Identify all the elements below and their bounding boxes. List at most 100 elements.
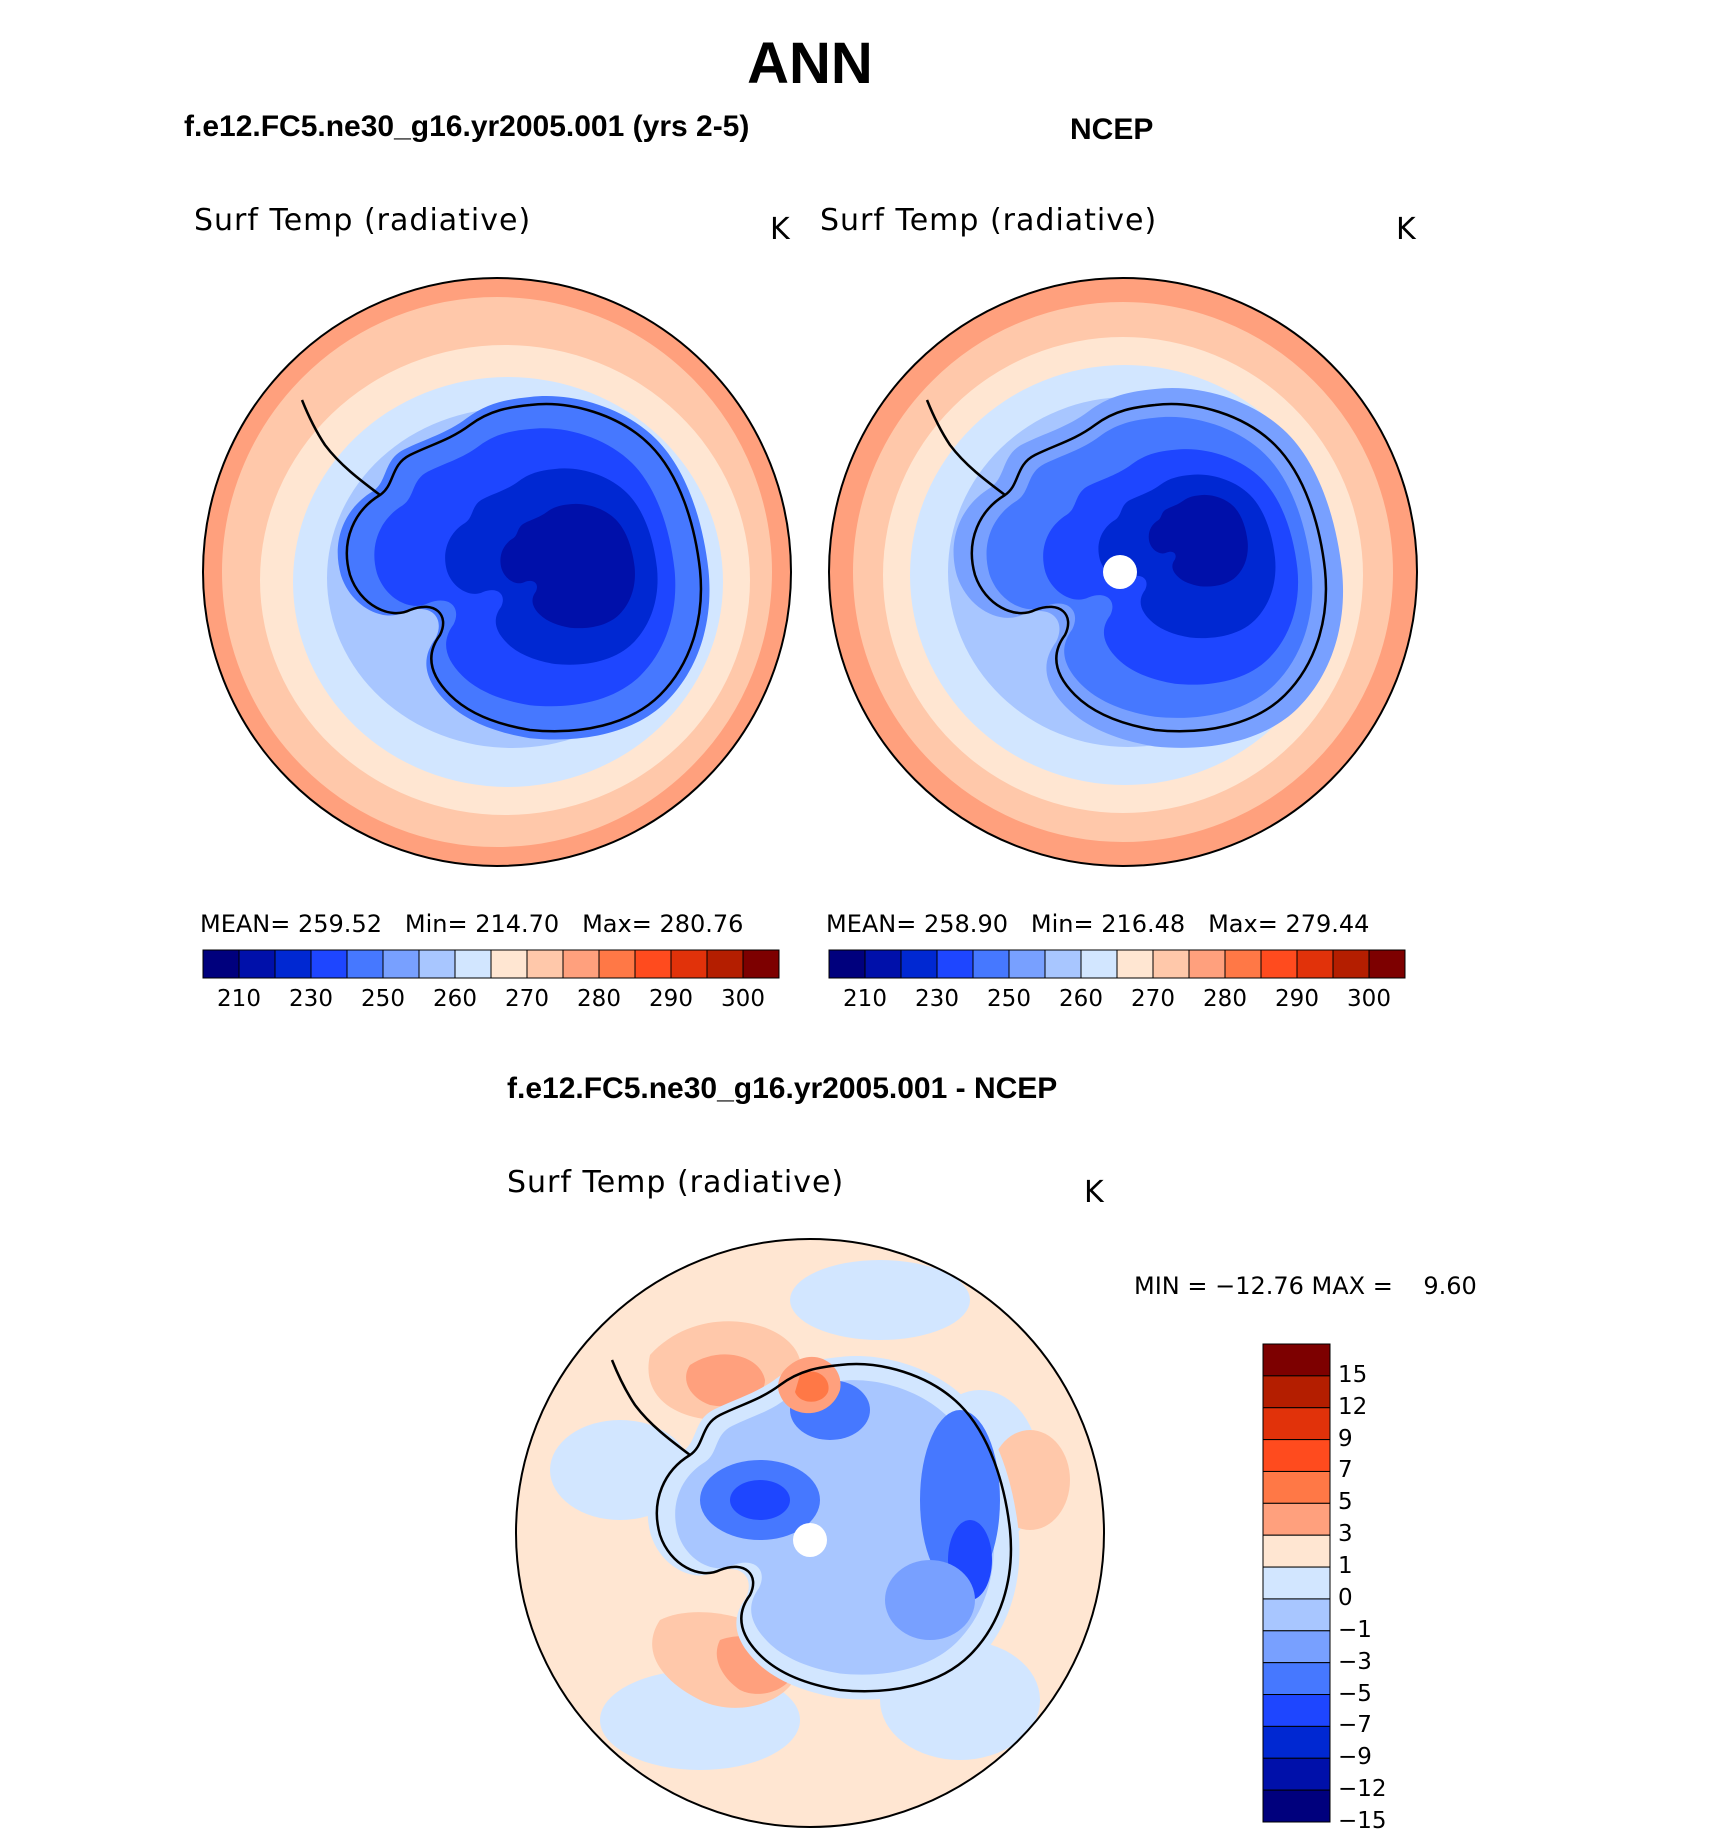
- diff-colorbar-tick-label: 3: [1338, 1521, 1353, 1548]
- diff-panel-header: f.e12.FC5.ne30_g16.yr2005.001 - NCEP: [507, 1072, 1058, 1105]
- obs-colorbar-swatch: [936, 949, 974, 979]
- diff-colorbar-swatch: [1262, 1439, 1331, 1472]
- obs-colorbar-swatch: [1152, 949, 1190, 979]
- model-colorbar-swatch: [562, 949, 600, 979]
- diff-colorbar-swatch: [1262, 1725, 1331, 1759]
- diff-stats: MIN = −12.76 MAX = 9.60: [1134, 1272, 1477, 1300]
- obs-colorbar-swatch: [1296, 949, 1334, 979]
- model-colorbar-tick-label: 260: [433, 986, 477, 1012]
- model-min-value: 214.70: [475, 910, 560, 938]
- diff-colorbar-tick-label: 15: [1338, 1361, 1368, 1388]
- diff-colorbar-swatch: [1262, 1694, 1331, 1727]
- diff-colorbar-swatch: [1262, 1502, 1331, 1536]
- model-map-border: [202, 277, 792, 867]
- obs-colorbar-tick-label: 290: [1275, 986, 1319, 1012]
- obs-colorbar-tick-label: 210: [843, 986, 887, 1012]
- obs-map-border: [828, 277, 1418, 867]
- model-mean-label: MEAN=: [200, 910, 291, 938]
- diff-map-border: [515, 1238, 1105, 1828]
- model-units-label: K: [770, 212, 791, 247]
- model-colorbar-swatch: [346, 949, 384, 979]
- diff-colorbar-tick-label: 7: [1338, 1457, 1353, 1484]
- obs-colorbar-tick-label: 230: [915, 986, 959, 1012]
- model-colorbar-tick-label: 300: [721, 986, 765, 1012]
- obs-min-label: Min=: [1030, 910, 1094, 938]
- obs-mean-value: 258.90: [924, 910, 1008, 938]
- diff-colorbar-tick-label: −12: [1338, 1776, 1387, 1803]
- diff-units-label: K: [1084, 1175, 1105, 1210]
- obs-colorbar-swatch: [972, 949, 1010, 979]
- obs-colorbar-swatch: [864, 949, 902, 979]
- obs-max-label: Max=: [1208, 910, 1278, 938]
- figure-title: ANN: [747, 31, 873, 96]
- model-colorbar-swatch: [526, 949, 564, 979]
- diff-colorbar-swatch: [1262, 1662, 1331, 1696]
- diff-colorbar-tick-label: 12: [1338, 1393, 1368, 1420]
- obs-colorbar-swatch: [1260, 949, 1298, 979]
- model-mean-value: 259.52: [298, 910, 382, 938]
- model-colorbar-swatch: [706, 949, 744, 979]
- model-colorbar-swatch: [634, 949, 672, 979]
- diff-colorbar-tick-label: −3: [1338, 1648, 1372, 1675]
- diff-colorbar-tick-label: −5: [1338, 1680, 1372, 1707]
- diff-colorbar-tick-label: −1: [1338, 1616, 1372, 1643]
- model-colorbar-tick-label: 290: [649, 986, 693, 1012]
- model-colorbar-swatch: [454, 949, 492, 979]
- diff-map: [516, 1239, 1104, 1827]
- diff-colorbar-swatch: [1262, 1470, 1331, 1504]
- model-colorbar: [202, 949, 780, 979]
- model-colorbar-swatch: [490, 949, 528, 979]
- obs-colorbar-tick-label: 260: [1059, 986, 1103, 1012]
- model-colorbar-swatch: [238, 949, 276, 979]
- obs-colorbar-swatch: [1008, 949, 1046, 979]
- obs-colorbar-tick-label: 270: [1131, 986, 1175, 1012]
- diff-colorbar-swatch: [1262, 1566, 1331, 1600]
- obs-colorbar-swatch: [900, 949, 938, 979]
- diff-colorbar-tick-label: 1: [1338, 1553, 1353, 1580]
- obs-colorbar: [828, 949, 1406, 979]
- diff-colorbar-swatch: [1262, 1757, 1331, 1791]
- obs-min-value: 216.48: [1101, 910, 1186, 938]
- obs-max-value: 279.44: [1285, 910, 1370, 938]
- diff-colorbar-swatch: [1262, 1375, 1331, 1409]
- obs-colorbar-tick-label: 280: [1203, 986, 1247, 1012]
- diff-variable-label: Surf Temp (radiative): [507, 1165, 845, 1200]
- model-colorbar-tick-label: 270: [505, 986, 549, 1012]
- obs-units-label: K: [1396, 212, 1417, 247]
- diff-colorbar-swatch: [1262, 1630, 1331, 1664]
- model-colorbar-tick-label: 250: [361, 986, 405, 1012]
- model-map: [203, 278, 791, 866]
- obs-colorbar-swatch: [1188, 949, 1226, 979]
- model-colorbar-swatch: [382, 949, 420, 979]
- model-panel-header: f.e12.FC5.ne30_g16.yr2005.001 (yrs 2-5): [184, 110, 750, 143]
- model-colorbar-swatch: [598, 949, 636, 979]
- obs-map: [829, 278, 1417, 866]
- model-min-label: Min=: [404, 910, 468, 938]
- diff-colorbar: [1262, 1343, 1331, 1823]
- model-colorbar-swatch: [274, 949, 312, 979]
- diff-colorbar-swatch: [1262, 1789, 1331, 1823]
- diff-colorbar-tick-label: −7: [1338, 1712, 1372, 1739]
- obs-colorbar-swatch: [1116, 949, 1154, 979]
- model-max-value: 280.76: [659, 910, 744, 938]
- obs-colorbar-swatch: [1368, 949, 1406, 979]
- obs-colorbar-swatch: [1332, 949, 1370, 979]
- model-stats: MEAN= 259.52 Min= 214.70 Max= 280.76: [200, 910, 743, 938]
- diff-colorbar-tick-label: −9: [1338, 1744, 1372, 1771]
- diff-colorbar-swatch: [1262, 1598, 1331, 1632]
- obs-mean-label: MEAN=: [826, 910, 917, 938]
- model-variable-label: Surf Temp (radiative): [194, 203, 532, 238]
- obs-colorbar-tick-label: 300: [1347, 986, 1391, 1012]
- diff-colorbar-swatch: [1262, 1343, 1331, 1377]
- model-max-label: Max=: [582, 910, 652, 938]
- diff-colorbar-tick-label: 0: [1338, 1584, 1353, 1611]
- obs-stats: MEAN= 258.90 Min= 216.48 Max= 279.44: [826, 910, 1369, 938]
- model-colorbar-tick-label: 230: [289, 986, 333, 1012]
- diff-colorbar-swatch: [1262, 1534, 1331, 1568]
- model-colorbar-swatch: [418, 949, 456, 979]
- obs-variable-label: Surf Temp (radiative): [820, 203, 1158, 238]
- diff-colorbar-tick-label: 9: [1338, 1425, 1353, 1452]
- obs-colorbar-swatch: [1044, 949, 1082, 979]
- diff-colorbar-tick-label: −15: [1338, 1808, 1387, 1834]
